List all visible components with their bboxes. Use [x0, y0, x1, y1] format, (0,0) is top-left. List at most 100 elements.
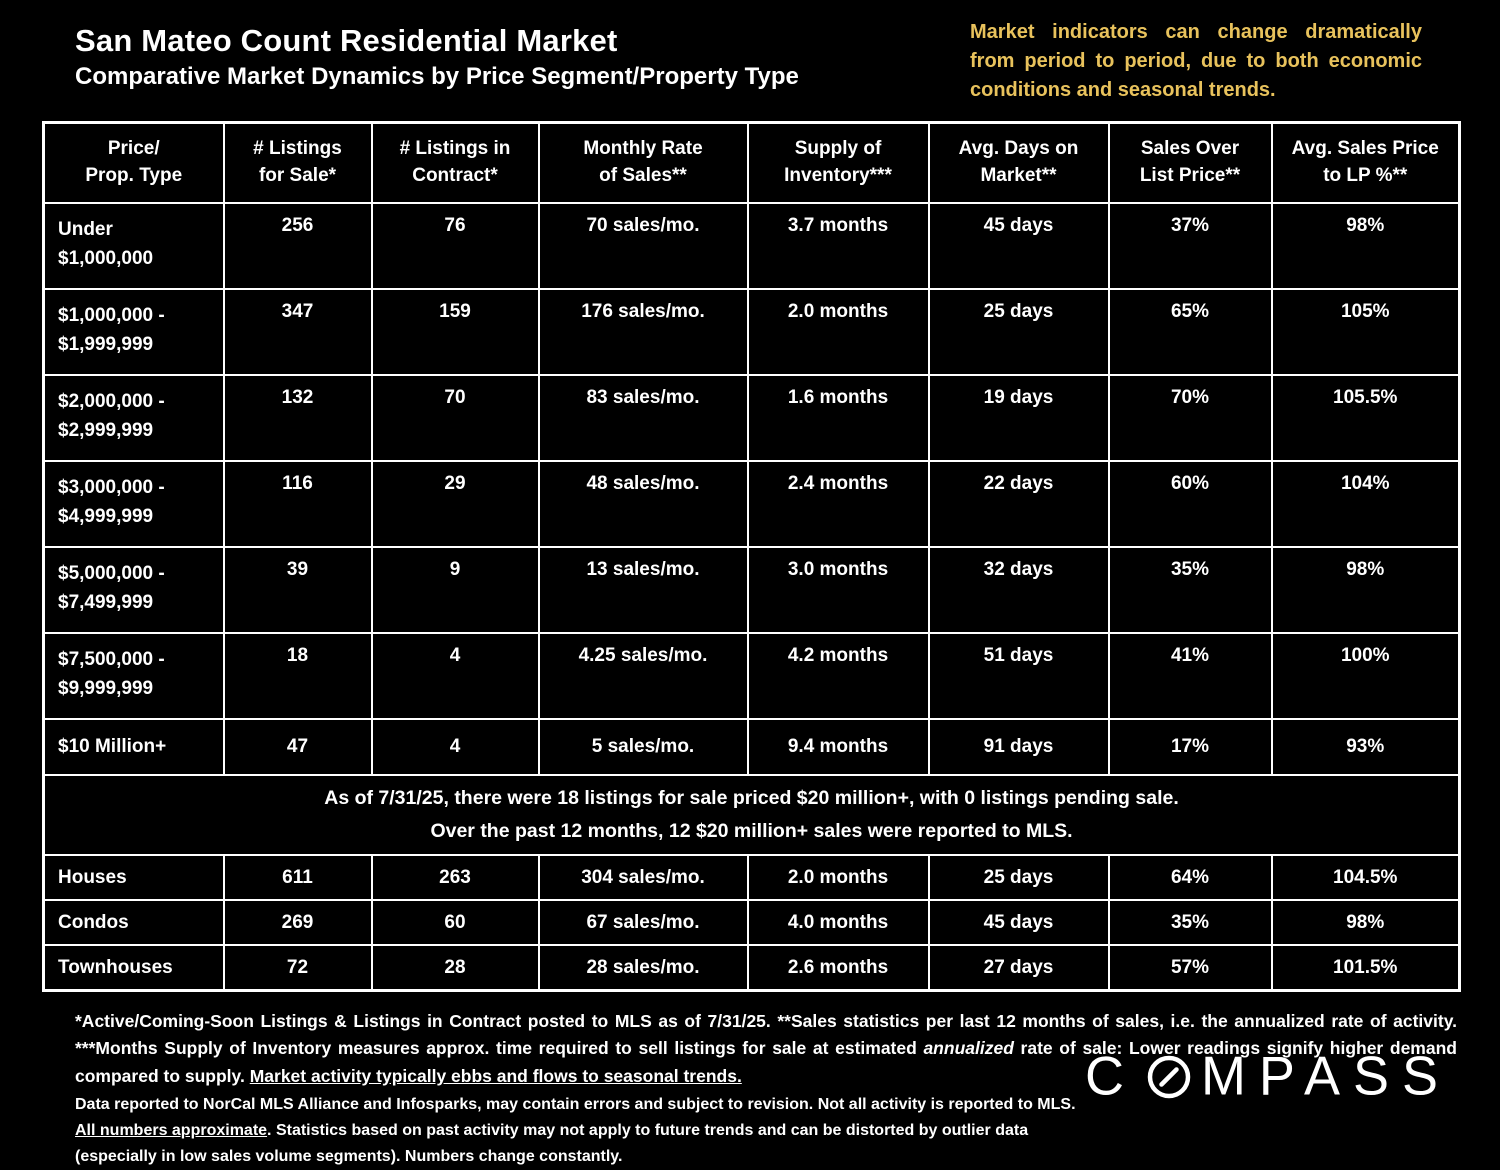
- cell-supply: 2.6 months: [746, 944, 930, 992]
- footnote-1-italic: annualized: [923, 1038, 1014, 1059]
- cell-sales-over-list: 17%: [1107, 718, 1273, 776]
- cell-days-on-market: 32 days: [927, 546, 1110, 634]
- cell-price-to-lp: 101.5%: [1270, 944, 1461, 992]
- cell-price-segment: $10 Million+: [42, 718, 225, 776]
- title-block: San Mateo Count Residential Market Compa…: [75, 22, 799, 91]
- cell-listings-in-contract: 28: [370, 944, 540, 992]
- cell-days-on-market: 51 days: [927, 632, 1110, 720]
- cell-listings-in-contract: 60: [370, 899, 540, 946]
- mid-table-note: As of 7/31/25, there were 18 listings fo…: [42, 774, 1461, 856]
- cell-price-to-lp: 98%: [1270, 899, 1461, 946]
- cell-price-to-lp: 105%: [1270, 288, 1461, 376]
- cell-listings-in-contract: 9: [370, 546, 540, 634]
- cell-supply: 1.6 months: [746, 374, 930, 462]
- cell-price-to-lp: 98%: [1270, 546, 1461, 634]
- cell-days-on-market: 25 days: [927, 288, 1110, 376]
- cell-sales-over-list: 64%: [1107, 854, 1273, 901]
- page-subtitle: Comparative Market Dynamics by Price Seg…: [75, 62, 799, 90]
- cell-sales-over-list: 65%: [1107, 288, 1273, 376]
- table-row: $2,000,000 - $2,999,999 132 70 83 sales/…: [42, 374, 1461, 462]
- col-header-sales-price-to-lp: Avg. Sales Price to LP %**: [1270, 121, 1461, 204]
- cell-sales-over-list: 57%: [1107, 944, 1273, 992]
- cell-property-type: Townhouses: [42, 944, 225, 992]
- market-notice: Market indicators can change dramaticall…: [970, 21, 1422, 101]
- col-header-days-on-market: Avg. Days on Market**: [927, 121, 1110, 204]
- cell-supply: 2.0 months: [746, 854, 930, 901]
- cell-sales-over-list: 70%: [1107, 374, 1273, 462]
- market-dynamics-table: Price/ Prop. Type # Listings for Sale* #…: [42, 121, 1461, 992]
- footnote-1-text: rate of sale: Lower readings signify hig…: [75, 1038, 1457, 1086]
- cell-supply: 3.0 months: [746, 546, 930, 634]
- cell-property-type: Houses: [42, 854, 225, 901]
- col-header-listings-in-contract: # Listings in Contract*: [370, 121, 540, 204]
- mid-note-line-2: Over the past 12 months, 12 $20 million+…: [430, 820, 1073, 842]
- cell-price-segment: $3,000,000 - $4,999,999: [42, 460, 225, 548]
- footnote-2-text: Data reported to NorCal MLS Alliance and…: [75, 1096, 1076, 1114]
- cell-days-on-market: 45 days: [927, 899, 1110, 946]
- cell-days-on-market: 22 days: [927, 460, 1110, 548]
- cell-listings-for-sale: 116: [222, 460, 373, 548]
- col-header-sales-over-list: Sales Over List Price**: [1107, 121, 1273, 204]
- cell-price-to-lp: 93%: [1270, 718, 1461, 776]
- cell-price-to-lp: 100%: [1270, 632, 1461, 720]
- col-header-supply-inventory: Supply of Inventory***: [746, 121, 930, 204]
- table-row: $7,500,000 - $9,999,999 18 4 4.25 sales/…: [42, 632, 1461, 720]
- compass-logo-letters-rest: MPASS: [1200, 1045, 1451, 1107]
- cell-monthly-rate: 5 sales/mo.: [537, 718, 749, 776]
- cell-days-on-market: 91 days: [927, 718, 1110, 776]
- page-title: San Mateo Count Residential Market: [75, 23, 618, 58]
- cell-monthly-rate: 176 sales/mo.: [537, 288, 749, 376]
- footnote-1-underlined: Market activity typically ebbs and flows…: [249, 1065, 742, 1086]
- cell-monthly-rate: 28 sales/mo.: [537, 944, 749, 992]
- cell-supply: 4.2 months: [746, 632, 930, 720]
- cell-price-segment: Under $1,000,000: [42, 202, 225, 290]
- table-row: Under $1,000,000 256 76 70 sales/mo. 3.7…: [42, 202, 1461, 290]
- cell-sales-over-list: 35%: [1107, 899, 1273, 946]
- cell-sales-over-list: 37%: [1107, 202, 1273, 290]
- col-header-price-type: Price/ Prop. Type: [42, 121, 225, 204]
- mid-table-note-row: As of 7/31/25, there were 18 listings fo…: [42, 774, 1461, 856]
- cell-supply: 4.0 months: [746, 899, 930, 946]
- cell-property-type: Condos: [42, 899, 225, 946]
- cell-listings-for-sale: 611: [222, 854, 373, 901]
- cell-price-segment: $2,000,000 - $2,999,999: [42, 374, 225, 462]
- cell-monthly-rate: 70 sales/mo.: [537, 202, 749, 290]
- cell-days-on-market: 27 days: [927, 944, 1110, 992]
- cell-supply: 2.4 months: [746, 460, 930, 548]
- cell-monthly-rate: 48 sales/mo.: [537, 460, 749, 548]
- table-row: $10 Million+ 47 4 5 sales/mo. 9.4 months…: [42, 718, 1461, 776]
- cell-supply: 9.4 months: [746, 718, 930, 776]
- cell-listings-for-sale: 347: [222, 288, 373, 376]
- col-header-listings-for-sale: # Listings for Sale*: [222, 121, 373, 204]
- table-row: $3,000,000 - $4,999,999 116 29 48 sales/…: [42, 460, 1461, 548]
- cell-listings-for-sale: 256: [222, 202, 373, 290]
- cell-price-to-lp: 104.5%: [1270, 854, 1461, 901]
- cell-price-to-lp: 104%: [1270, 460, 1461, 548]
- cell-days-on-market: 25 days: [927, 854, 1110, 901]
- footnote-1-text: *Active/Coming-Soon Listings & Listings …: [75, 1011, 1457, 1059]
- compass-needle-icon: [1146, 1052, 1192, 1100]
- cell-sales-over-list: 41%: [1107, 632, 1273, 720]
- footnote-paragraph-2: Data reported to NorCal MLS Alliance and…: [75, 1092, 1085, 1170]
- cell-listings-in-contract: 29: [370, 460, 540, 548]
- footnote-paragraph-1: *Active/Coming-Soon Listings & Listings …: [75, 1008, 1457, 1090]
- cell-listings-for-sale: 132: [222, 374, 373, 462]
- col-header-monthly-rate: Monthly Rate of Sales**: [537, 121, 749, 204]
- cell-listings-in-contract: 159: [370, 288, 540, 376]
- cell-price-segment: $5,000,000 - $7,499,999: [42, 546, 225, 634]
- cell-listings-in-contract: 70: [370, 374, 540, 462]
- cell-price-to-lp: 98%: [1270, 202, 1461, 290]
- table-row: Townhouses 72 28 28 sales/mo. 2.6 months…: [42, 944, 1461, 992]
- cell-price-segment: $7,500,000 - $9,999,999: [42, 632, 225, 720]
- cell-listings-for-sale: 39: [222, 546, 373, 634]
- cell-days-on-market: 19 days: [927, 374, 1110, 462]
- table-row: $5,000,000 - $7,499,999 39 9 13 sales/mo…: [42, 546, 1461, 634]
- cell-supply: 3.7 months: [746, 202, 930, 290]
- cell-monthly-rate: 4.25 sales/mo.: [537, 632, 749, 720]
- cell-monthly-rate: 13 sales/mo.: [537, 546, 749, 634]
- cell-sales-over-list: 60%: [1107, 460, 1273, 548]
- table-row: Houses 611 263 304 sales/mo. 2.0 months …: [42, 854, 1461, 901]
- cell-price-to-lp: 105.5%: [1270, 374, 1461, 462]
- cell-monthly-rate: 67 sales/mo.: [537, 899, 749, 946]
- cell-price-segment: $1,000,000 - $1,999,999: [42, 288, 225, 376]
